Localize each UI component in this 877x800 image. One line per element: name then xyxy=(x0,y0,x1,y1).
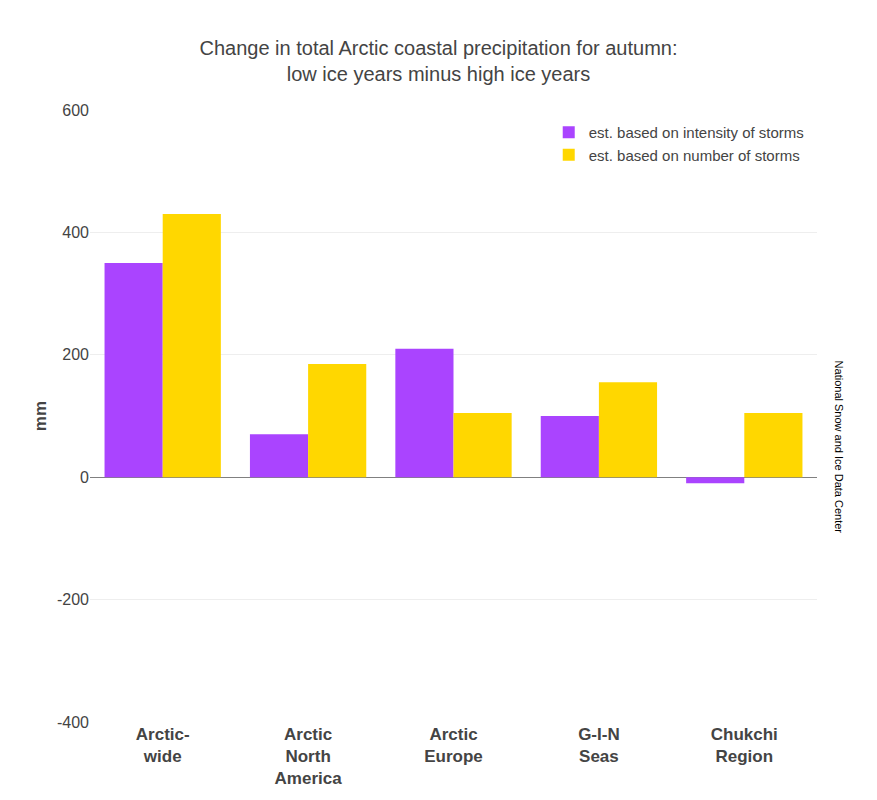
svg-text:-200: -200 xyxy=(57,591,89,608)
svg-text:ArcticEurope: ArcticEurope xyxy=(424,725,483,766)
svg-text:ChukchiRegion: ChukchiRegion xyxy=(711,725,778,766)
svg-text:200: 200 xyxy=(62,346,89,363)
svg-text:Arctic-wide: Arctic-wide xyxy=(136,725,190,766)
svg-text:mm: mm xyxy=(31,401,50,431)
svg-text:Change in total Arctic coastal: Change in total Arctic coastal precipita… xyxy=(199,37,677,85)
svg-text:ArcticNorthAmerica: ArcticNorthAmerica xyxy=(275,725,343,788)
svg-text:-400: -400 xyxy=(57,714,89,731)
svg-text:est. based on intensity of sto: est. based on intensity of storms xyxy=(589,124,804,141)
svg-text:600: 600 xyxy=(62,102,89,119)
svg-text:G-I-NSeas: G-I-NSeas xyxy=(578,725,620,766)
svg-text:0: 0 xyxy=(80,469,89,486)
svg-text:National Snow and Ice Data Cen: National Snow and Ice Data Center xyxy=(833,361,845,534)
svg-text:400: 400 xyxy=(62,224,89,241)
svg-text:est. based on number of storms: est. based on number of storms xyxy=(589,147,800,164)
